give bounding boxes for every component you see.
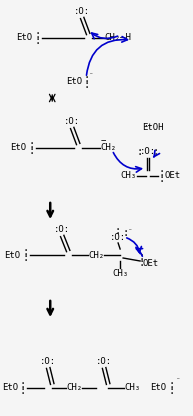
Text: :: :	[159, 174, 165, 184]
Text: EtO: EtO	[10, 144, 26, 153]
Text: CH₂–H: CH₂–H	[105, 34, 132, 42]
Text: EtO: EtO	[150, 384, 166, 393]
Text: EtO: EtO	[66, 77, 82, 87]
Text: OEt: OEt	[165, 171, 181, 181]
Text: :: :	[139, 258, 145, 268]
Text: :: :	[169, 380, 175, 390]
Text: :O:: :O:	[96, 357, 112, 366]
Text: :O:: :O:	[74, 7, 90, 17]
Text: :: :	[83, 74, 89, 84]
Text: CH₂: CH₂	[88, 250, 104, 260]
Text: CH₃: CH₃	[112, 268, 128, 277]
Text: ⁻: ⁻	[176, 376, 180, 384]
Text: :: :	[139, 252, 145, 262]
Text: :: :	[115, 226, 121, 236]
Text: EtO: EtO	[4, 250, 20, 260]
Text: ⁻: ⁻	[128, 226, 132, 235]
Text: OEt: OEt	[142, 258, 158, 267]
Text: CH₃: CH₃	[124, 384, 140, 393]
Text: :O:: :O:	[140, 148, 156, 156]
Text: :: :	[34, 36, 40, 46]
Text: :O:: :O:	[54, 225, 70, 235]
Text: :O:: :O:	[64, 117, 80, 126]
Text: EtO: EtO	[16, 34, 32, 42]
Text: :: :	[169, 386, 175, 396]
Text: :O:: :O:	[40, 357, 56, 366]
Text: :: :	[19, 380, 25, 390]
Text: CH₂: CH₂	[66, 384, 82, 393]
Text: :: :	[28, 146, 34, 156]
Text: −: −	[101, 136, 106, 144]
Text: EtO: EtO	[2, 384, 18, 393]
Text: :: :	[123, 228, 129, 238]
Text: CH₃: CH₃	[120, 171, 136, 181]
Text: :: :	[19, 386, 25, 396]
Text: ··: ··	[143, 122, 153, 131]
Text: :: :	[159, 168, 165, 178]
Text: :: :	[153, 147, 159, 157]
Text: :: :	[28, 140, 34, 150]
Text: CH₂: CH₂	[100, 144, 116, 153]
Text: :: :	[34, 30, 40, 40]
Text: :: :	[22, 247, 28, 257]
Text: ⁻: ⁻	[89, 70, 93, 79]
Text: :: :	[137, 147, 143, 157]
Text: :: :	[22, 253, 28, 263]
Text: :: :	[83, 80, 89, 90]
Text: :O:: :O:	[110, 233, 126, 242]
Text: EtOH: EtOH	[142, 122, 164, 131]
